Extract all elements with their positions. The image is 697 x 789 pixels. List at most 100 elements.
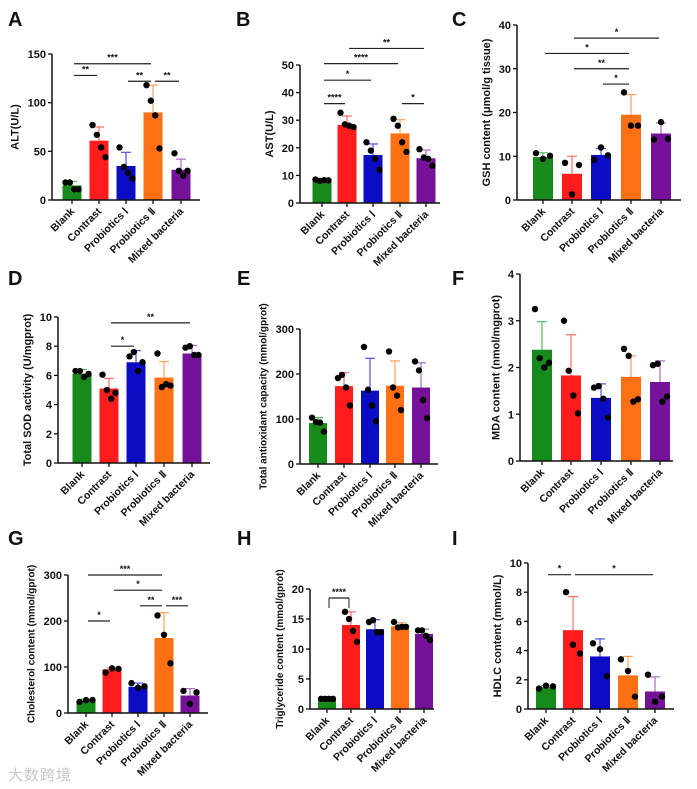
data-point	[97, 144, 105, 151]
panel-letter: E	[237, 268, 250, 290]
y-tick-label: 200	[276, 369, 294, 381]
data-point	[624, 667, 632, 675]
data-point	[346, 402, 354, 409]
significance-label: *	[411, 93, 415, 103]
bar	[415, 634, 433, 709]
y-tick-label: 10	[292, 644, 304, 656]
data-point	[418, 627, 426, 634]
data-point	[423, 414, 431, 422]
data-point	[82, 696, 90, 704]
data-point	[180, 687, 187, 695]
data-point	[141, 683, 148, 690]
bar	[412, 387, 430, 464]
data-point	[385, 348, 393, 355]
data-point	[325, 177, 332, 184]
significance-label: **	[598, 58, 606, 68]
data-point	[600, 395, 607, 403]
bar	[563, 630, 583, 709]
y-tick-label: 2	[516, 675, 522, 687]
y-tick-label: 100	[28, 98, 46, 110]
y-tick-label: 0	[40, 195, 46, 207]
y-tick-label: 15	[292, 614, 304, 626]
bar	[361, 390, 379, 464]
data-point	[316, 419, 324, 426]
panel-letter: D	[8, 268, 22, 290]
panel-letter: H	[237, 528, 251, 550]
significance-label: ****	[354, 53, 369, 63]
panel-letter: A	[8, 9, 22, 31]
significance-label: *	[558, 564, 562, 574]
data-point	[589, 640, 597, 647]
data-point	[308, 414, 316, 421]
bar	[154, 638, 174, 713]
data-point	[565, 367, 572, 374]
data-point	[167, 660, 174, 667]
data-point	[402, 623, 410, 630]
data-point	[338, 371, 346, 379]
y-tick-label: 0	[56, 708, 62, 720]
data-point	[398, 139, 406, 146]
data-point	[415, 367, 423, 374]
y-axis-label: ALT(U/L)	[10, 104, 22, 150]
data-point	[532, 149, 540, 157]
bar	[621, 376, 641, 461]
data-point	[617, 656, 625, 663]
y-tick-label: 150	[28, 49, 46, 61]
data-point	[147, 97, 155, 104]
y-tick-label: 20	[292, 584, 304, 596]
data-point	[569, 641, 577, 648]
bar	[126, 362, 146, 463]
data-point	[590, 156, 598, 163]
data-point	[654, 360, 661, 367]
y-tick-label: 30	[282, 115, 294, 127]
data-point	[184, 167, 191, 174]
data-point	[193, 689, 200, 696]
data-point	[397, 406, 405, 414]
bar	[533, 157, 553, 200]
bar	[536, 687, 556, 709]
y-tick-label: 20	[282, 143, 294, 155]
bar	[621, 114, 641, 200]
y-tick-label: 5	[298, 674, 304, 686]
data-point	[604, 414, 612, 421]
data-point	[363, 139, 370, 146]
y-tick-label: 8	[46, 341, 52, 353]
y-tick-label: 20	[499, 108, 511, 120]
y-axis-label: Cholesterol content (mmol/gprot)	[27, 565, 38, 723]
data-point	[393, 392, 401, 399]
data-point	[353, 638, 361, 645]
y-tick-label: 0	[46, 458, 52, 470]
data-point	[568, 191, 576, 198]
y-tick-label: 0	[505, 195, 511, 207]
data-point	[658, 693, 666, 700]
data-point	[108, 665, 116, 672]
bar	[391, 626, 409, 709]
panel-letter: C	[452, 9, 466, 31]
data-point	[390, 115, 397, 123]
data-point	[657, 118, 665, 126]
data-point	[542, 682, 550, 689]
significance-label: *	[97, 610, 101, 620]
data-point	[426, 636, 434, 644]
data-point	[112, 389, 119, 397]
data-point	[102, 153, 109, 161]
bar	[342, 625, 360, 709]
bar	[102, 669, 122, 713]
data-point	[545, 359, 553, 367]
data-point	[350, 123, 357, 131]
y-tick-label: 4	[516, 646, 523, 658]
data-point	[535, 685, 543, 692]
y-tick-label: 40	[499, 20, 511, 32]
y-tick-label: 8	[516, 587, 522, 599]
bar	[128, 686, 148, 713]
data-point	[130, 348, 138, 356]
bar	[590, 656, 610, 709]
bar	[591, 154, 611, 200]
data-point	[99, 371, 106, 378]
y-tick-label: 3	[508, 316, 514, 328]
